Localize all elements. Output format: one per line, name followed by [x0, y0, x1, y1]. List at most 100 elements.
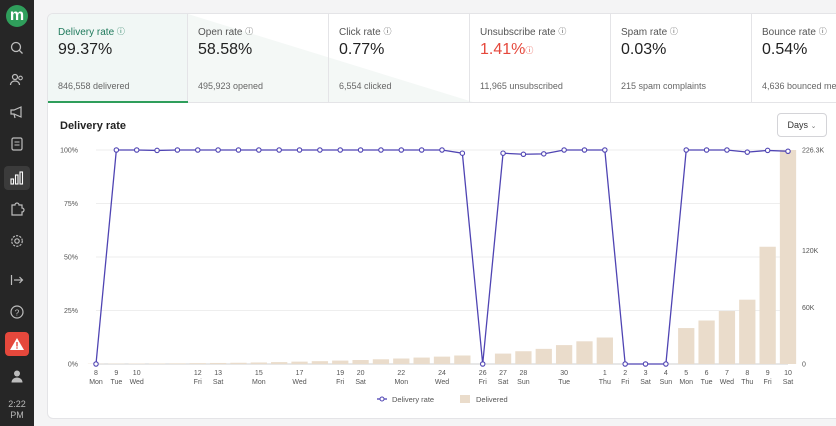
metric-label: Spam rate	[621, 27, 668, 38]
x-tick-date: 7	[725, 370, 729, 377]
people-icon[interactable]	[9, 72, 25, 88]
days-dropdown[interactable]: Days ⌄	[777, 113, 827, 137]
x-tick-date: 3	[644, 370, 648, 377]
metric-label: Bounce rate	[762, 27, 816, 38]
metric-delivery-rate[interactable]: Delivery rate ⓘ 99.37% 846,558 delivered	[48, 14, 188, 103]
info-icon[interactable]: ⓘ	[116, 27, 125, 36]
x-tick-date: 24	[438, 370, 446, 377]
delivery-rate-point	[133, 147, 140, 153]
metric-sub: 11,965 unsubscribed	[480, 81, 563, 91]
x-tick-date: 6	[705, 370, 709, 377]
delivery-rate-point	[113, 147, 120, 153]
puzzle-icon[interactable]	[9, 201, 25, 217]
info-icon[interactable]: ⓘ	[245, 27, 254, 36]
delivered-bar	[739, 299, 756, 364]
metric-bounce-rate[interactable]: Bounce rate ⓘ 0.54% 4,636 bounced me	[752, 14, 836, 102]
metrics-row: Delivery rate ⓘ 99.37% 846,558 delivered…	[48, 14, 836, 103]
delivered-bar	[596, 337, 613, 364]
x-tick-day: Sun	[660, 379, 673, 386]
delivery-rate-point	[703, 147, 710, 153]
help-icon[interactable]: ?	[9, 304, 25, 320]
delivery-rate-point	[561, 147, 567, 153]
x-tick-day: Mon	[394, 379, 408, 386]
x-tick-date: 9	[766, 370, 770, 377]
x-tick-date: 2	[623, 370, 627, 377]
y-left-tick-label: 50%	[64, 255, 78, 262]
metric-value: 0.03%	[621, 41, 667, 58]
x-tick-date: 19	[336, 370, 344, 377]
x-tick-date: 30	[560, 370, 568, 377]
delivered-bar	[454, 355, 471, 364]
delivery-rate-point	[500, 150, 506, 156]
metric-open-rate[interactable]: Open rate ⓘ 58.58% 495,923 opened	[188, 14, 329, 102]
delivery-rate-point	[398, 147, 405, 153]
delivery-rate-point	[215, 147, 221, 153]
y-left-tick-label: 100%	[60, 148, 78, 155]
x-tick-date: 22	[397, 370, 405, 377]
delivery-chart: 0% 25% 50% 75% 100% 0 60K 120K 226.3K 8 Mon 9 Tue 10 W…	[60, 147, 825, 404]
legend-label-delivery-rate: Delivery rate	[392, 395, 434, 404]
delivered-bar	[352, 360, 369, 364]
x-tick-day: Tue	[558, 379, 570, 386]
report-card: Delivery rate ⓘ 99.37% 846,558 delivered…	[47, 13, 836, 419]
metric-unsubscribe-rate[interactable]: Unsubscribe rate ⓘ 1.41%ⓘ 11,965 unsubsc…	[470, 14, 611, 102]
metric-click-rate[interactable]: Click rate ⓘ 0.77% 6,554 clicked	[329, 14, 470, 102]
megaphone-icon[interactable]	[9, 104, 25, 120]
x-tick-date: 9	[114, 370, 118, 377]
x-tick-date: 27	[499, 370, 507, 377]
delivery-rate-point	[683, 147, 689, 153]
delivered-bar	[535, 348, 552, 364]
info-icon[interactable]: ⓘ	[669, 27, 678, 36]
y-left-tick-label: 75%	[64, 201, 78, 208]
metric-value: 0.54%	[762, 41, 808, 58]
x-tick-day: Sat	[640, 379, 651, 386]
warning-icon[interactable]	[9, 336, 25, 352]
gear-icon[interactable]	[9, 233, 25, 249]
x-tick-day: Sat	[783, 379, 794, 386]
x-tick-day: Fri	[621, 379, 630, 386]
x-tick-date: 17	[296, 370, 304, 377]
y-left-tick-label: 0%	[68, 362, 78, 369]
delivery-rate-point	[459, 150, 466, 156]
clock-time: 2:22	[8, 399, 26, 409]
x-tick-day: Sun	[517, 379, 530, 386]
app-logo[interactable]: m	[6, 5, 28, 27]
x-tick-day: Fri	[479, 379, 488, 386]
delivery-rate-point	[337, 147, 343, 153]
chart-icon[interactable]	[9, 170, 25, 186]
delivered-bar	[189, 363, 206, 364]
sidebar-active-bg	[4, 166, 30, 190]
y-right-tick-label: 60K	[802, 305, 815, 312]
info-icon[interactable]: ⓘ	[525, 46, 534, 55]
metric-sub: 495,923 opened	[198, 81, 264, 91]
metric-spam-rate[interactable]: Spam rate ⓘ 0.03% 215 spam complaints	[611, 14, 752, 102]
delivered-bar	[555, 345, 573, 364]
exit-icon[interactable]	[9, 272, 25, 288]
info-icon[interactable]: ⓘ	[383, 27, 392, 36]
delivery-rate-point	[276, 147, 282, 153]
x-tick-date: 12	[194, 370, 202, 377]
delivered-bar	[515, 351, 532, 364]
x-tick-date: 4	[664, 370, 668, 377]
metric-value: 1.41%	[480, 41, 526, 58]
info-icon[interactable]: ⓘ	[558, 27, 567, 36]
delivery-rate-point	[642, 361, 649, 367]
x-tick-date: 10	[784, 370, 792, 377]
x-tick-date: 28	[520, 370, 528, 377]
y-right-tick-label: 0	[802, 362, 806, 369]
user-icon[interactable]	[9, 368, 25, 384]
delivery-rate-point	[174, 147, 181, 153]
delivered-bar	[698, 320, 715, 364]
info-icon[interactable]: ⓘ	[818, 27, 827, 36]
x-tick-date: 20	[357, 370, 365, 377]
forms-icon[interactable]	[9, 136, 25, 152]
search-icon[interactable]	[9, 40, 25, 56]
delivered-bar	[271, 362, 288, 364]
delivery-rate-point	[622, 361, 628, 367]
x-tick-day: Tue	[110, 379, 122, 386]
metric-value: 0.77%	[339, 41, 385, 58]
x-tick-day: Wed	[435, 379, 449, 386]
x-tick-day: Sat	[355, 379, 366, 386]
delivery-rate-point	[418, 147, 425, 153]
delivered-bar	[718, 311, 736, 364]
